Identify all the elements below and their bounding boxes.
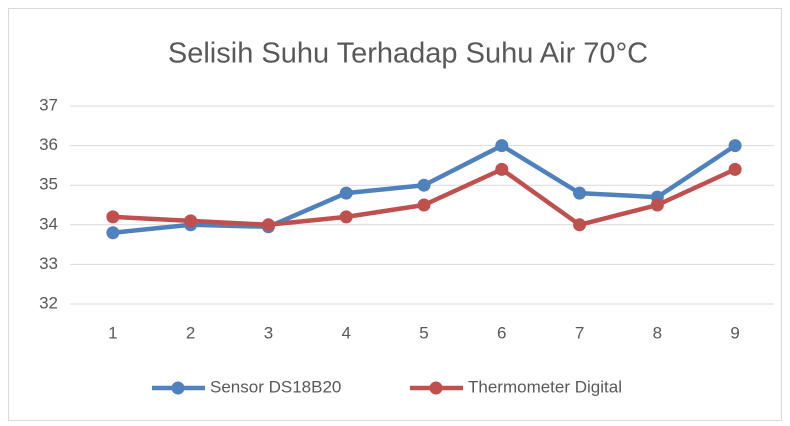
x-tick-label: 2 bbox=[186, 323, 195, 342]
legend-label: Thermometer Digital bbox=[468, 377, 622, 396]
y-tick-label: 35 bbox=[39, 175, 58, 194]
x-tick-label: 1 bbox=[108, 323, 117, 342]
data-point bbox=[728, 139, 742, 153]
data-point bbox=[184, 214, 198, 228]
data-point bbox=[728, 162, 742, 176]
x-tick-label: 6 bbox=[497, 323, 506, 342]
data-point bbox=[573, 186, 587, 200]
data-point bbox=[573, 218, 587, 232]
y-tick-label: 32 bbox=[39, 293, 58, 312]
chart-title: Selisih Suhu Terhadap Suhu Air 70°C bbox=[168, 38, 648, 70]
y-tick-label: 33 bbox=[39, 254, 58, 273]
data-point bbox=[261, 218, 275, 232]
x-tick-label: 9 bbox=[730, 323, 739, 342]
data-point bbox=[339, 186, 353, 200]
data-point bbox=[417, 178, 431, 192]
x-tick-label: 8 bbox=[653, 323, 662, 342]
x-tick-label: 3 bbox=[264, 323, 273, 342]
chart-border bbox=[8, 8, 782, 421]
y-tick-label: 36 bbox=[39, 135, 58, 154]
data-point bbox=[650, 198, 664, 212]
data-point bbox=[339, 210, 353, 224]
data-point bbox=[106, 226, 120, 240]
data-point bbox=[106, 210, 120, 224]
legend-label: Sensor DS18B20 bbox=[210, 377, 341, 396]
x-tick-label: 5 bbox=[419, 323, 428, 342]
data-point bbox=[495, 162, 509, 176]
legend-marker bbox=[171, 381, 185, 395]
x-tick-label: 7 bbox=[575, 323, 584, 342]
y-tick-label: 34 bbox=[39, 214, 58, 233]
legend-marker bbox=[429, 381, 443, 395]
x-tick-label: 4 bbox=[341, 323, 350, 342]
data-point bbox=[417, 198, 431, 212]
y-tick-label: 37 bbox=[39, 95, 58, 114]
data-point bbox=[495, 139, 509, 153]
